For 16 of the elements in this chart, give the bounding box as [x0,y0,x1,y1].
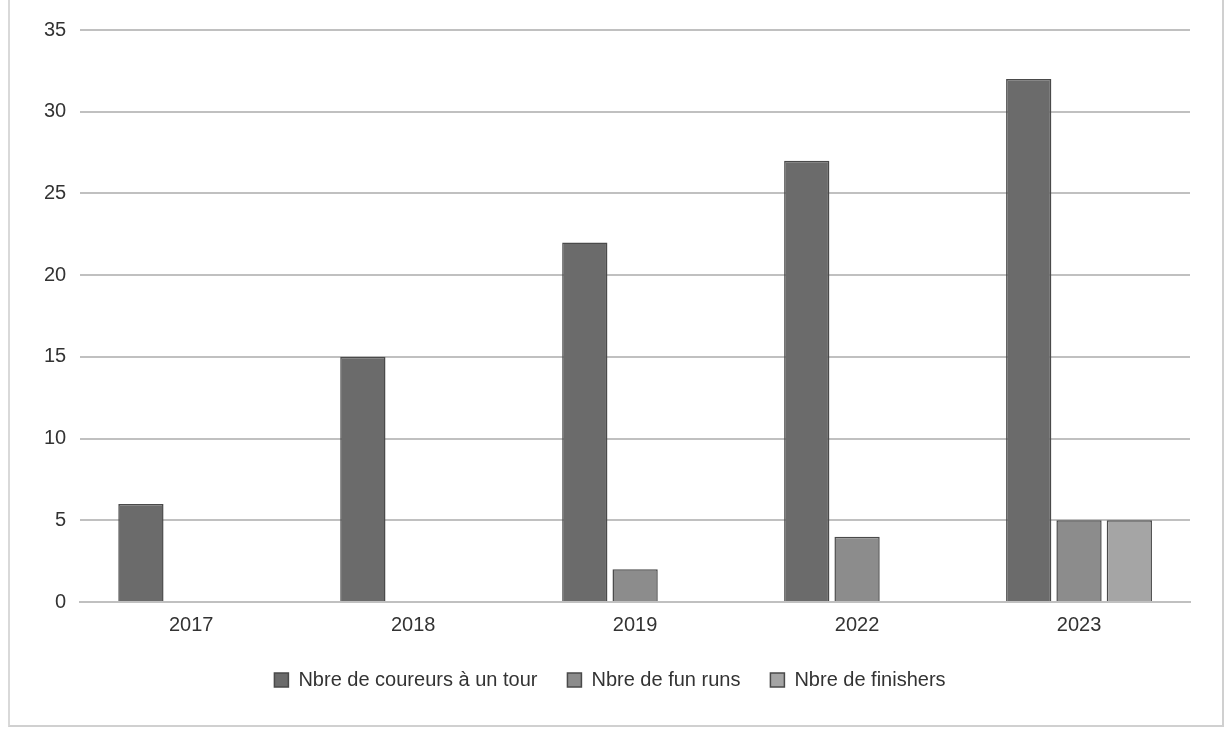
x-tick-label: 2019 [612,612,658,635]
x-tick-label: 2018 [390,612,436,635]
x-tick-label: 2022 [834,612,880,635]
y-tick-label: 15 [44,344,67,367]
y-tick-label: 5 [55,507,67,530]
y-tick-label: 25 [44,180,67,203]
legend-label: Nbre de fun runs [591,667,741,690]
x-tick-label: 2023 [1056,612,1102,635]
legend-label: Nbre de coureurs à un tour [298,667,538,690]
y-tick-label: 20 [44,262,67,285]
y-tick-label: 35 [44,17,67,40]
x-tick-label: 2017 [168,612,214,635]
y-tick-label: 0 [55,589,67,612]
y-tick-label: 10 [44,426,67,449]
y-tick-label: 30 [44,99,67,122]
legend-label: Nbre de finishers [794,667,946,690]
